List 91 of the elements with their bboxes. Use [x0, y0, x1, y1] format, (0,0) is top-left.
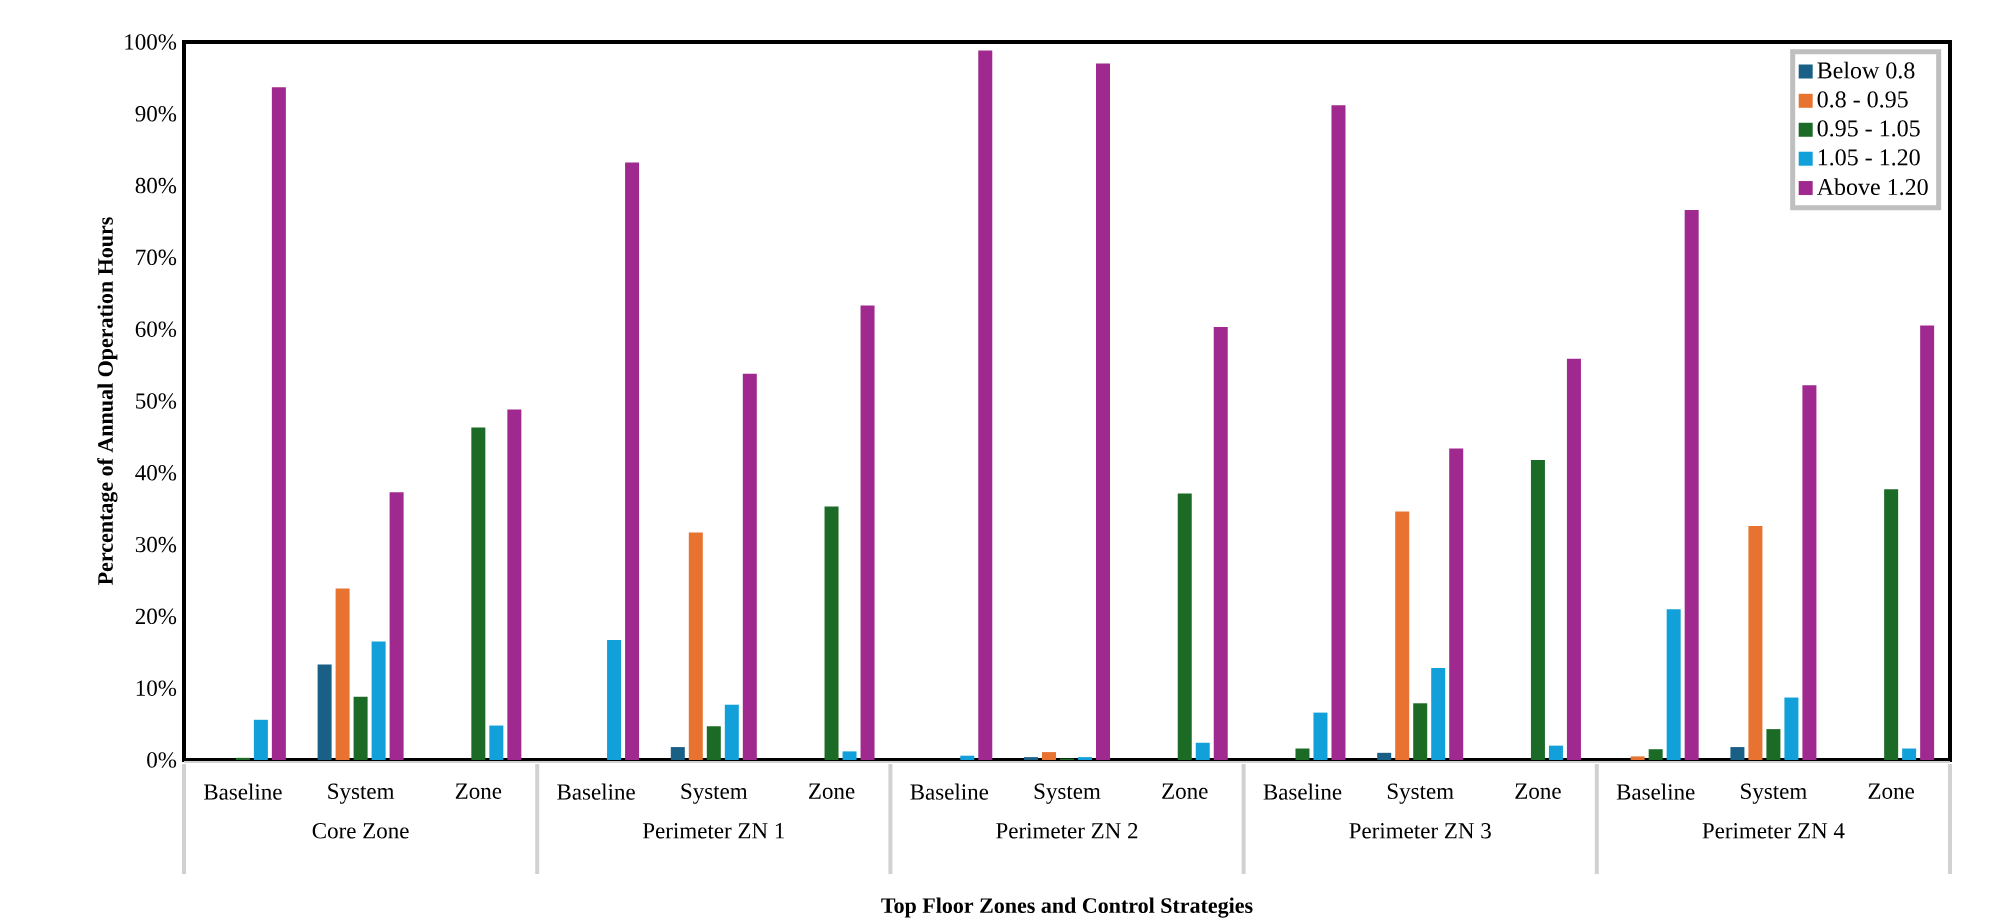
bar — [1684, 210, 1699, 760]
legend-label: Below 0.8 — [1817, 61, 1915, 79]
bar — [371, 641, 386, 760]
x-tick-label: Zone — [455, 783, 502, 799]
x-tick-label: Zone — [809, 783, 855, 799]
bar — [1630, 756, 1645, 760]
x-tick-label: System — [1034, 783, 1101, 804]
bar — [253, 719, 268, 760]
y-tick-label: 10% — [136, 680, 177, 697]
bar — [607, 640, 622, 760]
x-tick-label: Zone — [1868, 783, 1914, 799]
bar — [670, 747, 685, 760]
x-tick-label: System — [1741, 783, 1807, 804]
bar — [706, 726, 721, 760]
bar — [271, 87, 286, 760]
y-tick-label: 20% — [135, 608, 177, 625]
y-tick-label: 40% — [135, 465, 177, 481]
bar — [1431, 668, 1446, 760]
bar — [1042, 752, 1056, 760]
bar — [1213, 327, 1228, 760]
bar — [471, 427, 486, 760]
text: Perimeter ZN 2 — [996, 823, 1138, 839]
x-tick-label: System — [328, 783, 395, 804]
bar — [1024, 757, 1039, 760]
bar — [1530, 459, 1545, 760]
y-tick-label: 80% — [135, 177, 177, 194]
bar — [1766, 729, 1781, 760]
text: Perimeter ZN 4 — [1702, 823, 1845, 839]
bar — [1377, 752, 1392, 760]
bar — [1802, 385, 1817, 760]
text: Perimeter ZN 1 — [642, 823, 784, 839]
text: Perimeter ZN 3 — [1349, 823, 1491, 839]
bar — [1078, 757, 1092, 760]
y-tick-label: 100% — [125, 34, 177, 50]
x-tick-label: Zone — [1162, 783, 1208, 799]
bar — [235, 757, 250, 760]
x-tick-label: System — [681, 783, 748, 804]
bar — [625, 162, 640, 760]
bar — [1313, 712, 1328, 760]
text: Core Zone — [312, 823, 409, 839]
bar — [1295, 748, 1310, 760]
bar — [335, 588, 350, 760]
bar — [1920, 325, 1935, 760]
bar — [842, 751, 857, 760]
bar — [742, 373, 757, 760]
bar — [860, 305, 875, 760]
bar — [1548, 745, 1563, 760]
bar — [1413, 703, 1428, 760]
x-tick-label: System — [1387, 783, 1454, 804]
x-tick-label: Zone — [1515, 783, 1561, 799]
legend-label: 0.8 - 0.95 — [1817, 91, 1908, 108]
bar — [1748, 525, 1763, 760]
bar — [1566, 358, 1581, 760]
bar — [1331, 105, 1346, 760]
bar — [824, 506, 839, 760]
legend-label: 1.05 - 1.20 — [1818, 149, 1920, 166]
bar — [1449, 448, 1464, 760]
y-tick-label: 70% — [136, 249, 177, 266]
legend-label: Above 1.20 — [1816, 178, 1928, 196]
y-tick-label: 50% — [136, 393, 177, 409]
y-tick-label: 30% — [135, 536, 177, 553]
bar — [1177, 493, 1192, 760]
bar — [317, 664, 332, 760]
y-tick-label: 0% — [147, 752, 177, 768]
bar — [1884, 489, 1899, 760]
y-tick-label: 90% — [135, 106, 177, 122]
legend-label: 0.95 - 1.05 — [1817, 120, 1920, 137]
bar — [389, 492, 404, 760]
bar — [353, 696, 368, 760]
x-tick-label: Baseline — [557, 783, 635, 800]
bar — [1195, 742, 1210, 760]
bar — [978, 50, 993, 760]
bar — [688, 532, 703, 760]
bar — [960, 755, 975, 760]
bar — [1730, 747, 1745, 760]
bar — [1666, 609, 1681, 760]
bar — [507, 409, 522, 760]
y-tick-label: 60% — [135, 321, 177, 338]
bar — [489, 725, 504, 760]
x-tick-label: Baseline — [1616, 783, 1695, 800]
x-tick-label: Baseline — [1263, 783, 1342, 800]
x-tick-label: Baseline — [910, 783, 989, 800]
bar — [724, 704, 739, 760]
bar — [1096, 63, 1111, 760]
bar — [1648, 749, 1663, 760]
bar — [1395, 511, 1410, 760]
x-axis-title: Top Floor Zones and Control Strategies — [881, 897, 1253, 918]
y-axis-title: Percentage of Annual Operation Hours — [97, 217, 118, 585]
bar — [1902, 748, 1917, 760]
bar — [1784, 697, 1799, 760]
x-tick-label: Baseline — [203, 783, 282, 800]
